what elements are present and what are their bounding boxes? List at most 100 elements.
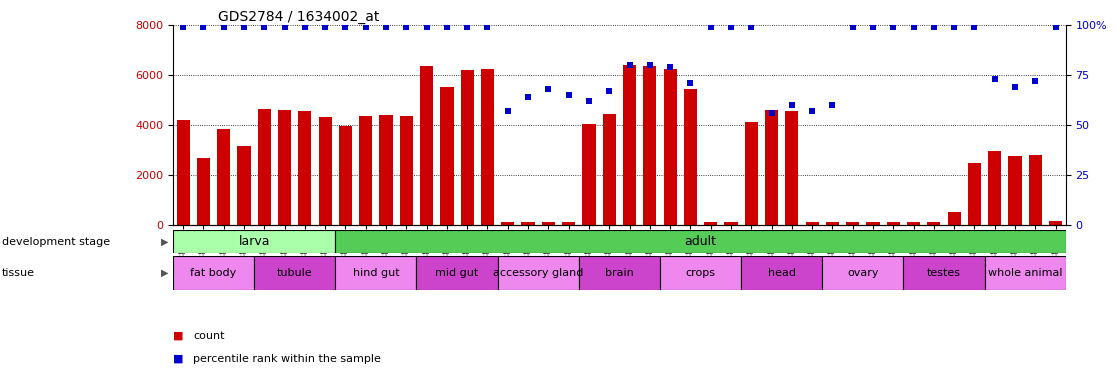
Bar xyxy=(173,230,335,253)
Bar xyxy=(806,222,819,225)
Point xyxy=(661,64,679,70)
Text: tissue: tissue xyxy=(2,268,36,278)
Bar xyxy=(744,122,758,225)
Bar xyxy=(562,222,575,225)
Point xyxy=(397,24,415,30)
Bar xyxy=(904,256,984,290)
Bar xyxy=(176,120,190,225)
Point xyxy=(316,24,334,30)
Bar xyxy=(786,111,798,225)
Bar xyxy=(420,66,433,225)
Point xyxy=(824,102,841,108)
Bar xyxy=(822,256,904,290)
Point xyxy=(580,98,598,104)
Point xyxy=(256,24,273,30)
Point xyxy=(519,94,537,100)
Text: ovary: ovary xyxy=(847,268,878,278)
Bar xyxy=(1029,155,1042,225)
Bar xyxy=(968,164,981,225)
Point xyxy=(742,24,760,30)
Text: ■: ■ xyxy=(173,331,183,341)
Point xyxy=(641,62,658,68)
Point xyxy=(985,76,1003,82)
Bar xyxy=(339,126,352,225)
Point xyxy=(276,24,294,30)
Bar xyxy=(947,212,961,225)
Bar xyxy=(764,110,778,225)
Point xyxy=(945,24,963,30)
Point xyxy=(377,24,395,30)
Point xyxy=(844,24,862,30)
Point xyxy=(905,24,923,30)
Bar xyxy=(1009,156,1021,225)
Bar xyxy=(501,222,514,225)
Bar xyxy=(238,146,251,225)
Text: GDS2784 / 1634002_at: GDS2784 / 1634002_at xyxy=(218,10,379,24)
Bar xyxy=(623,65,636,225)
Text: ▶: ▶ xyxy=(162,268,169,278)
Bar xyxy=(218,129,230,225)
Text: larva: larva xyxy=(239,235,270,248)
Bar xyxy=(704,222,718,225)
Bar xyxy=(258,109,271,225)
Bar xyxy=(318,118,331,225)
Point xyxy=(864,24,882,30)
Text: crops: crops xyxy=(685,268,715,278)
Point xyxy=(783,102,801,108)
Point xyxy=(174,24,192,30)
Point xyxy=(620,62,638,68)
Bar xyxy=(521,222,535,225)
Bar xyxy=(660,256,741,290)
Point xyxy=(702,24,720,30)
Text: ▶: ▶ xyxy=(162,237,169,247)
Bar xyxy=(583,124,596,225)
Text: count: count xyxy=(193,331,224,341)
Point xyxy=(925,24,943,30)
Text: ■: ■ xyxy=(173,354,183,364)
Point xyxy=(194,24,212,30)
Point xyxy=(357,24,375,30)
Bar xyxy=(741,256,822,290)
Bar xyxy=(988,151,1001,225)
Bar xyxy=(498,256,579,290)
Bar xyxy=(254,256,335,290)
Bar xyxy=(278,110,291,225)
Point xyxy=(235,24,253,30)
Bar xyxy=(846,222,859,225)
Text: percentile rank within the sample: percentile rank within the sample xyxy=(193,354,381,364)
Bar xyxy=(481,69,494,225)
Point xyxy=(337,24,355,30)
Bar xyxy=(196,159,210,225)
Point xyxy=(296,24,314,30)
Text: accessory gland: accessory gland xyxy=(493,268,584,278)
Bar xyxy=(416,256,498,290)
Point xyxy=(965,24,983,30)
Bar xyxy=(887,222,899,225)
Point xyxy=(1007,84,1024,90)
Point xyxy=(682,80,700,86)
Text: brain: brain xyxy=(605,268,634,278)
Bar xyxy=(927,222,941,225)
Bar xyxy=(664,69,676,225)
Bar xyxy=(684,89,698,225)
Bar xyxy=(907,222,921,225)
Bar xyxy=(359,116,373,225)
Bar xyxy=(1049,221,1062,225)
Point xyxy=(417,24,435,30)
Bar xyxy=(541,222,555,225)
Text: mid gut: mid gut xyxy=(435,268,479,278)
Text: fat body: fat body xyxy=(191,268,237,278)
Bar xyxy=(643,66,656,225)
Bar xyxy=(461,70,474,225)
Text: head: head xyxy=(768,268,796,278)
Point xyxy=(1027,78,1045,84)
Point xyxy=(804,108,821,114)
Point xyxy=(437,24,455,30)
Bar xyxy=(400,116,413,225)
Point xyxy=(600,88,618,94)
Bar xyxy=(579,256,660,290)
Text: development stage: development stage xyxy=(2,237,110,247)
Text: testes: testes xyxy=(927,268,961,278)
Bar xyxy=(335,256,416,290)
Bar xyxy=(866,222,879,225)
